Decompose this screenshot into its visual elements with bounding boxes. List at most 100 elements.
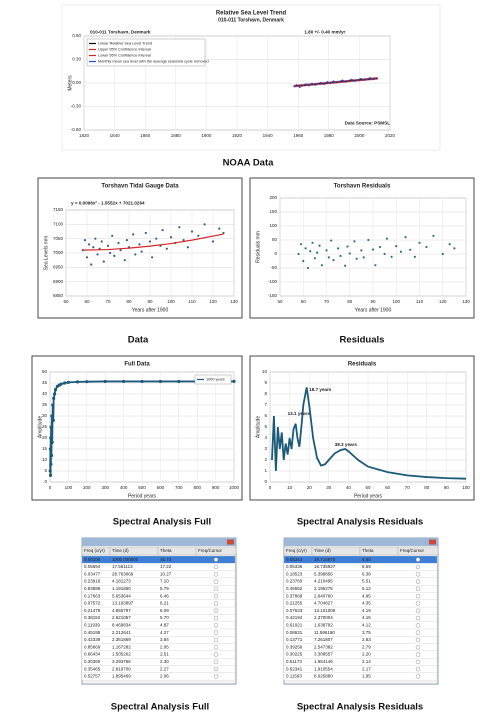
data-point: [76, 380, 80, 384]
table-cell: 7.10: [160, 579, 169, 584]
table-cell: 3.75: [362, 630, 371, 635]
y-tick-label: 0: [44, 479, 47, 484]
column-header: Freq/Cursor: [198, 548, 223, 553]
annotation: 010-011 Torshavn, Denmark: [90, 29, 151, 34]
table-row: [283, 621, 438, 630]
data-point: [318, 244, 321, 247]
column-header: Freq (c/yr): [84, 548, 105, 553]
table-row: [81, 599, 236, 608]
table-cell: 0.66434: [84, 652, 101, 657]
data-point: [418, 241, 421, 244]
table-cell: 0.05336: [286, 564, 303, 569]
table-cell: 3.84: [160, 637, 169, 642]
table-cell: 1000.000000: [112, 557, 139, 562]
table-row: [81, 570, 236, 579]
data-point: [190, 230, 194, 233]
table-row: [81, 563, 236, 571]
caption: Data: [128, 335, 149, 346]
data-point: [106, 244, 110, 247]
table-cell: 0.21255: [286, 601, 303, 606]
row-radio: [213, 652, 219, 657]
column-header: Freq/Cursor: [400, 548, 425, 553]
table-cell: 0.13771: [286, 637, 303, 642]
table-cell: 2.195275: [314, 586, 333, 591]
annotation: 1.80 +/- 0.40 mm/yr: [304, 29, 345, 34]
table-cell: 8.625880: [314, 674, 333, 679]
table-cell: 0.23760: [286, 579, 303, 584]
table-cell: 0.05694: [84, 564, 101, 569]
table-row: [81, 643, 236, 652]
y-tick-label: 200: [269, 195, 277, 200]
data-point: [337, 247, 340, 250]
x-tick-label: 1820: [79, 133, 90, 138]
row-radio: [415, 659, 421, 665]
table-cell: 0.42194: [286, 615, 303, 620]
table-cell: 5.79: [160, 586, 169, 591]
caption: Spectral Analysis Residuals: [297, 702, 423, 713]
x-tick-label: 90: [444, 485, 450, 490]
y-tick-label: 9: [264, 380, 267, 385]
table-cell: 2.819700: [112, 666, 131, 671]
close-button: [429, 539, 436, 545]
table-cell: 18.735927: [314, 564, 336, 569]
row-radio: [415, 630, 421, 635]
table-cell: 18.715870: [314, 557, 336, 562]
table-cell: 0.83898: [84, 586, 101, 591]
row-radio: [415, 637, 421, 643]
table-cell: 8.60: [362, 557, 371, 562]
table-cell: 0.21479: [84, 608, 101, 613]
table-cell: 4.704827: [314, 601, 333, 606]
x-tick-label: 40: [346, 485, 352, 490]
x-tick-label: 30: [326, 485, 332, 490]
chart-title: Torshavn Residuals: [334, 184, 391, 190]
table-cell: 1.895469: [112, 674, 131, 679]
x-tick-label: 50: [365, 485, 371, 490]
x-tick-label: 20: [307, 485, 313, 490]
data-point: [132, 233, 135, 236]
data-point: [48, 469, 52, 473]
table-cell: 2.20: [362, 652, 371, 657]
row-radio: [415, 608, 421, 613]
y-tick-label: 0.30: [72, 57, 81, 62]
table-cell: 0.51173: [286, 659, 302, 664]
x-tick-label: 120: [439, 299, 447, 304]
row-radio: [415, 623, 421, 628]
data-point: [49, 462, 53, 466]
column-header: Theta: [362, 548, 374, 553]
data-point: [109, 251, 112, 255]
y-tick-label: -50: [270, 265, 277, 270]
table-cell: 4.87: [160, 623, 169, 628]
data-point: [453, 247, 456, 250]
data-point: [117, 241, 120, 245]
table-cell: 1.95: [362, 674, 371, 679]
table-cell: 4.181273: [112, 579, 131, 584]
y-tick-label: 4: [264, 435, 267, 440]
table-cell: 8.469834: [112, 623, 131, 628]
y-tick-label: 50: [272, 237, 278, 242]
data-point: [330, 239, 333, 242]
x-tick-label: 50: [277, 299, 283, 304]
row-radio: [415, 572, 421, 577]
table-row: [283, 658, 438, 666]
table-cell: 0.18523: [286, 571, 303, 576]
column-header: Freq (c/yr): [286, 548, 307, 553]
row-radio: [213, 623, 219, 628]
table-cell: 1.505262: [112, 652, 131, 657]
series-line: [293, 77, 377, 89]
x-tick-label: 80: [126, 299, 132, 304]
row-radio: [213, 557, 219, 562]
data-point: [385, 237, 389, 240]
row-radio: [213, 659, 219, 665]
x-tick-label: 60: [84, 299, 90, 304]
x-axis-label: Period years: [354, 493, 383, 499]
column-header: Theta: [160, 548, 172, 553]
table-row: [283, 643, 438, 652]
data-point: [371, 248, 375, 251]
table-cell: 2.17: [362, 666, 371, 671]
table-cell: 17.561113: [112, 564, 133, 569]
x-tick-label: 700: [175, 485, 183, 490]
column-header: Time (d): [314, 548, 331, 553]
table-row: [81, 555, 236, 564]
data-point: [211, 240, 215, 243]
